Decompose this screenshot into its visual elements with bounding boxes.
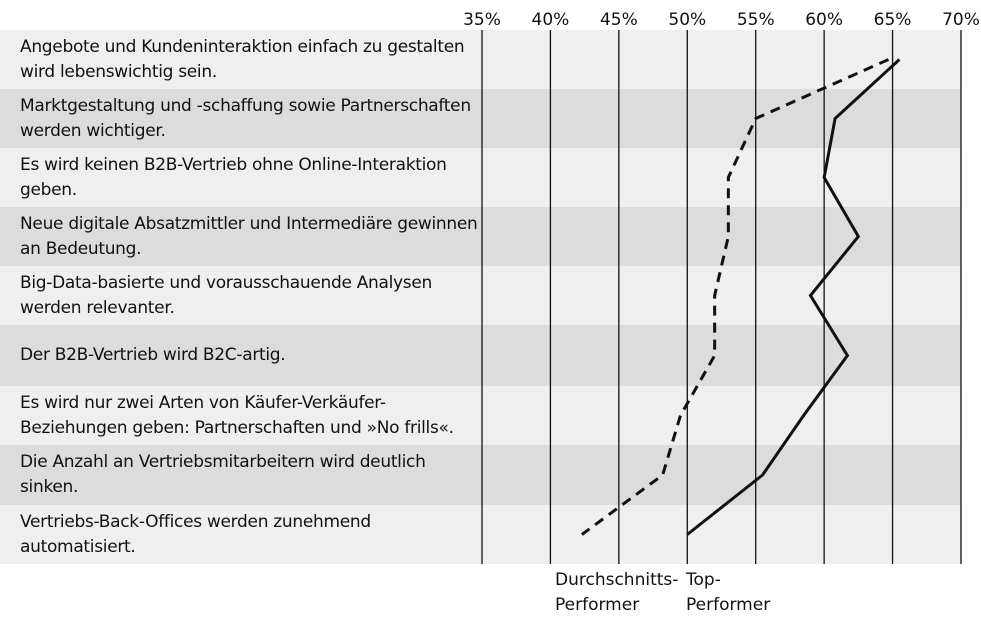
legend-top: Top- Performer [686, 568, 770, 618]
category-label-4: Neue digitale Absatzmittler und Intermed… [20, 212, 480, 262]
x-tick-label: 70% [942, 10, 980, 30]
x-tick-label: 45% [600, 10, 638, 30]
category-label-6: Der B2B-Vertrieb wird B2C-artig. [20, 343, 480, 368]
category-label-5: Big-Data-basierte und vorausschauende An… [20, 271, 480, 321]
category-label-7: Es wird nur zwei Arten von Käufer-Verkäu… [20, 391, 480, 441]
x-tick-label: 60% [805, 10, 843, 30]
category-label-9: Vertriebs-Back-Offices werden zunehmend … [20, 510, 480, 560]
legend-average-line2: Performer [555, 593, 678, 618]
x-tick-label: 55% [737, 10, 775, 30]
x-tick-label: 35% [463, 10, 501, 30]
category-label-2: Marktgestaltung und -schaffung sowie Par… [20, 94, 480, 144]
x-tick-label: 50% [668, 10, 706, 30]
category-label-1: Angebote und Kundeninteraktion einfach z… [20, 35, 480, 85]
category-label-3: Es wird keinen B2B-Vertrieb ohne Online-… [20, 153, 480, 203]
legend-average-line1: Durchschnitts- [555, 568, 678, 593]
x-tick-label: 40% [532, 10, 570, 30]
x-tick-labels: 35% 40% 45% 50% 55% 60% 65% 70% [463, 10, 980, 30]
legend-average: Durchschnitts- Performer [555, 568, 678, 618]
legend-top-line2: Performer [686, 593, 770, 618]
x-tick-label: 65% [874, 10, 912, 30]
legend-top-line1: Top- [686, 568, 770, 593]
category-label-8: Die Anzahl an Vertriebsmitarbeitern wird… [20, 450, 480, 500]
